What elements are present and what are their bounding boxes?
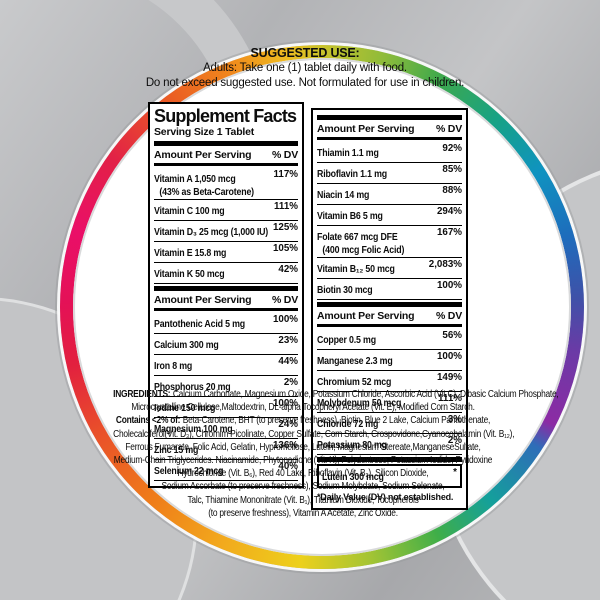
table-header: Amount Per Serving % DV — [154, 293, 298, 307]
divider-thick — [154, 141, 298, 146]
table-row: Vitamin B6 5 mg 294% — [317, 205, 462, 226]
table-row: Calcium 300 mg 23% — [154, 334, 298, 355]
divider-medium — [154, 308, 298, 311]
col-amount: Amount Per Serving — [317, 310, 415, 322]
col-dv: % DV — [435, 123, 462, 135]
table-row: Biotin 30 mcg 100% — [317, 279, 462, 300]
table-row: Phosphorus 20 mg 2% — [154, 376, 298, 397]
table-row: Folate 667 mcg DFE (400 mcg Folic Acid) … — [317, 227, 462, 258]
table-row: Pantothenic Acid 5 mg 100% — [154, 313, 298, 334]
table-row: Selenium 22 mcg 40% — [154, 460, 298, 481]
col-dv: % DV — [435, 310, 462, 322]
divider-thick — [154, 286, 298, 291]
ingredients-line: Hydrochloride (Vit. B₆), Red 40 Lake, Ri… — [177, 468, 429, 480]
suggested-use-line: Adults: Take one (1) tablet daily with f… — [203, 62, 407, 74]
table-row: Manganese 2.3 mg 100% — [317, 350, 462, 371]
serving-size: Serving Size 1 Tablet — [154, 126, 255, 138]
table-row: Vitamin K 50 mcg 42% — [154, 263, 298, 284]
table-row: Vitamin A 1,050 mcg (43% as Beta-Caroten… — [154, 169, 298, 200]
b-vitamins-section: Thiamin 1.1 mg 92% Riboflavin 1.1 mg 85%… — [317, 142, 462, 300]
supplement-facts-title: Supplement Facts — [154, 106, 297, 126]
divider-medium — [317, 137, 462, 140]
lutein-row-box: Lutein 300 mcg * — [317, 464, 462, 488]
ingredients-line: INGREDIENTS: Calcium Carbonate, Magnesium… — [113, 389, 559, 400]
divider-thick — [317, 457, 462, 462]
table-row: Vitamin D₃ 25 mcg (1,000 IU) 125% — [154, 221, 298, 242]
dv-footnote: *Daily Value (DV) not established. — [317, 492, 454, 502]
ingredients-line: Talc, Thiamine Mononitrate (Vit. B₁), Ti… — [187, 494, 419, 506]
trace-minerals-section: Copper 0.5 mg 56% Manganese 2.3 mg 100% … — [317, 329, 462, 455]
divider-medium — [317, 324, 462, 327]
table-row: Chromium 52 mcg 149% — [317, 371, 462, 392]
minerals-section: Pantothenic Acid 5 mg 100% Calcium 300 m… — [154, 313, 298, 481]
divider-thick — [317, 302, 462, 307]
divider-thick — [317, 115, 462, 120]
col-amount: Amount Per Serving — [154, 294, 252, 306]
ingredients-block: INGREDIENTS: Calcium Carbonate, Magnesium… — [113, 388, 559, 520]
table-row: Copper 0.5 mg 56% — [317, 329, 462, 350]
table-row: Vitamin E 15.8 mg 105% — [154, 242, 298, 263]
ingredients-line: (to preserve freshness), Vitamin A Aceta… — [208, 507, 398, 519]
supplement-facts-panel-left: Supplement Facts Serving Size 1 Tablet A… — [148, 102, 304, 488]
table-row: Iodine 150 mcg 100% — [154, 397, 298, 418]
table-row: Zinc 15 mg 136% — [154, 439, 298, 460]
table-header: Amount Per Serving % DV — [154, 148, 298, 162]
table-row: Chloride 72 mg 3% — [317, 413, 462, 434]
ingredients-line: Microcrystalline Cellulose,Maltodextrin,… — [131, 402, 475, 414]
suggested-use-line: Do not exceed suggested use. Not formula… — [145, 77, 465, 89]
suggested-use-title: SUGGESTED USE: — [250, 46, 360, 60]
ingredients-line: Medium-Chain Triglycerides. Niacinamide,… — [113, 455, 493, 467]
table-row: Magnesium 100 mg 24% — [154, 418, 298, 439]
ingredients-line: Sodium Ascorbate (to preserve freshness)… — [161, 481, 445, 493]
table-row: Iron 8 mg 44% — [154, 355, 298, 376]
table-row: Vitamin C 100 mg 111% — [154, 200, 298, 221]
vitamins-section: Vitamin A 1,050 mcg (43% as Beta-Caroten… — [154, 168, 298, 284]
table-row: Molybdenum 50 mcg 111% — [317, 392, 462, 413]
table-header: Amount Per Serving % DV — [317, 309, 462, 323]
col-amount: Amount Per Serving — [317, 123, 415, 135]
suggested-use-block: SUGGESTED USE: Adults: Take one (1) tabl… — [70, 46, 540, 91]
divider-medium — [154, 163, 298, 166]
table-header: Amount Per Serving % DV — [317, 122, 462, 136]
table-row: Niacin 14 mg 88% — [317, 184, 462, 205]
col-amount: Amount Per Serving — [154, 149, 252, 161]
ingredients-line: Ferrous Fumarate, Folic Acid, Gelatin, H… — [125, 441, 481, 453]
table-row: Potassium 80 mg 2% — [317, 434, 462, 455]
table-row: Riboflavin 1.1 mg 85% — [317, 163, 462, 184]
ingredients-line: Cholecalciferol(Vit. D₃), Chromim Picoli… — [113, 428, 515, 440]
col-dv: % DV — [271, 149, 298, 161]
table-row: Vitamin B₁₂ 50 mcg 2,083% — [317, 258, 462, 279]
ingredients-line: Contains <2% of: Beta-Carotene, BHT (to p… — [115, 415, 491, 427]
table-row: Thiamin 1.1 mg 92% — [317, 142, 462, 163]
col-dv: % DV — [271, 294, 298, 306]
supplement-facts-panel-right: Amount Per Serving % DV Thiamin 1.1 mg 9… — [311, 108, 468, 510]
